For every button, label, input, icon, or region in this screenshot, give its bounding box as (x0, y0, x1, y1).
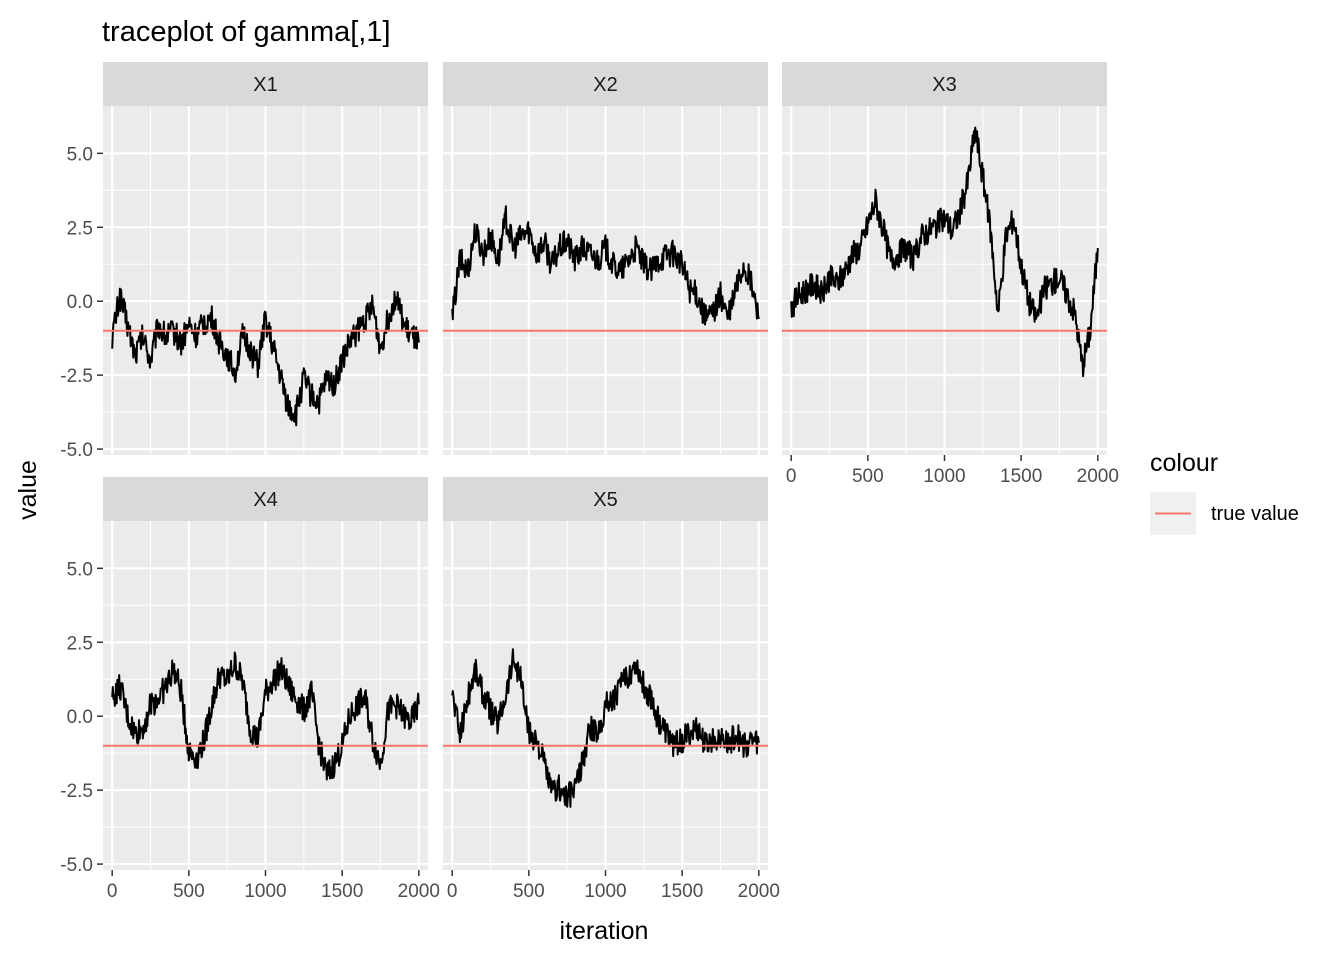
x-tick-label: 1500 (321, 881, 363, 902)
x-tick-label: 0 (447, 881, 458, 902)
legend-title: colour (1150, 449, 1218, 477)
strip-label: X1 (253, 74, 277, 96)
y-tick-label: -2.5 (60, 366, 93, 387)
strip-label: X2 (593, 74, 617, 96)
x-tick-label: 500 (852, 466, 884, 487)
y-tick-label: 0.0 (67, 292, 93, 313)
x-tick-label: 1000 (923, 466, 965, 487)
y-tick-label: -5.0 (60, 855, 93, 876)
trace-line (451, 205, 760, 326)
strip-background (443, 477, 768, 521)
x-tick-label: 2000 (398, 881, 440, 902)
y-tick-label: -2.5 (60, 781, 93, 802)
strip-label: X5 (593, 489, 617, 511)
strip-background (782, 62, 1107, 106)
legend-label-true-value: true value (1211, 503, 1299, 525)
trace-line (451, 648, 760, 808)
strip-label: X4 (253, 489, 277, 511)
x-tick-label: 1500 (661, 881, 703, 902)
panel-x3: X3 0 500 1000 1500 2000 (782, 62, 1119, 487)
panel-x1: X1 -5.0 -2.5 0.0 2.5 5.0 (60, 62, 428, 461)
x-tick-label: 500 (513, 881, 545, 902)
panel-x2: X2 (443, 62, 768, 455)
facet-panels: X1-5.0-2.50.02.55.0X2 X30 500 1000 1500 2000X… (60, 62, 1119, 902)
trace-line (111, 651, 420, 781)
y-tick-label: -5.0 (60, 440, 93, 461)
y-tick-label: 0.0 (67, 707, 93, 728)
legend: colour true value (1150, 449, 1299, 535)
x-tick-label: 1000 (244, 881, 286, 902)
x-tick-label: 2000 (1077, 466, 1119, 487)
x-tick-label: 500 (173, 881, 205, 902)
strip-background (103, 62, 428, 106)
strip-background (103, 477, 428, 521)
y-axis-title: value (14, 460, 42, 520)
trace-line (111, 287, 420, 427)
panel-x4: X4 -5.0 -2.5 0.0 2.5 5.0 0 500 1000 1500 2000 (60, 477, 440, 902)
y-tick-label: 2.5 (67, 218, 93, 239)
x-tick-label: 2000 (738, 881, 780, 902)
x-axis-title: iteration (560, 917, 649, 945)
strip-background (443, 62, 768, 106)
strip-label: X3 (932, 74, 956, 96)
trace-line (790, 126, 1099, 378)
y-tick-label: 2.5 (67, 633, 93, 654)
panel-x5: X5 0 500 1000 1500 2000 (443, 477, 780, 902)
y-tick-label: 5.0 (67, 559, 93, 580)
x-tick-label: 0 (786, 466, 797, 487)
x-tick-label: 1500 (1000, 466, 1042, 487)
chart-title: traceplot of gamma[,1] (102, 16, 391, 48)
x-tick-label: 1000 (584, 881, 626, 902)
x-tick-label: 0 (107, 881, 118, 902)
y-tick-label: 5.0 (67, 144, 93, 165)
